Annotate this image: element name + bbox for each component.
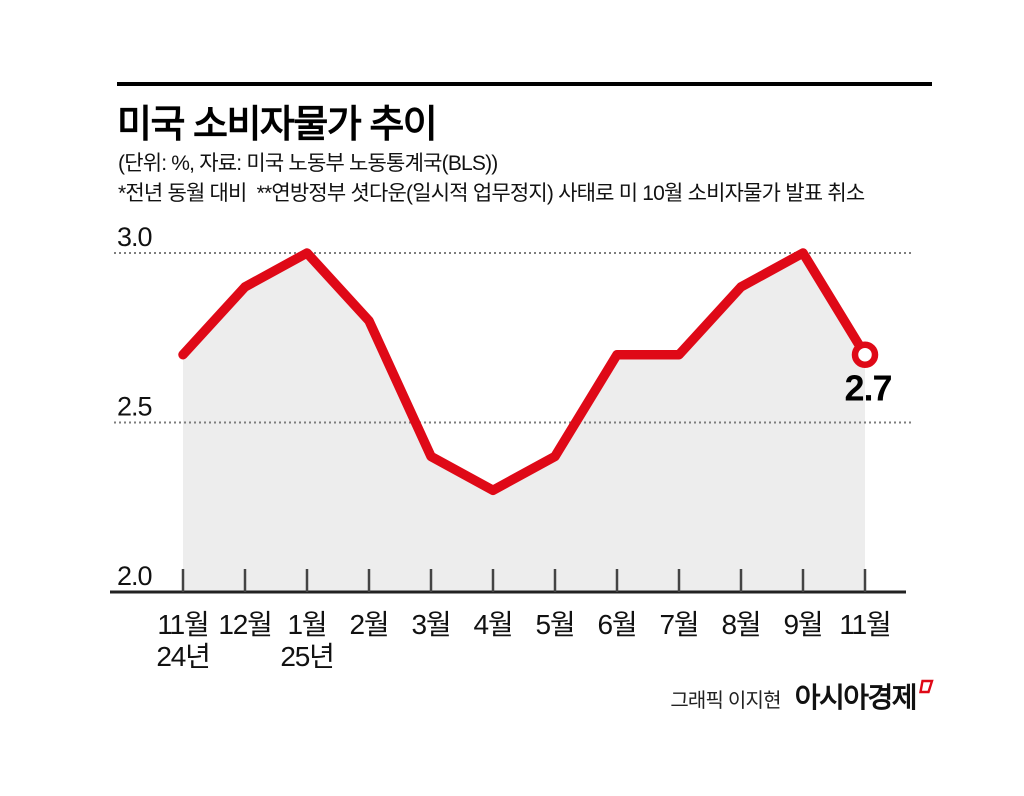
chart-title: 미국 소비자물가 추이 (117, 104, 438, 146)
x-tick-label: 1월 (288, 609, 327, 640)
x-tick-label: 12월 (218, 609, 271, 640)
y-tick-label: 2.5 (117, 392, 152, 422)
x-tick-label: 3월 (412, 609, 451, 640)
x-tick-label: 5월 (536, 609, 575, 640)
y-tick-label: 2.0 (117, 561, 152, 591)
credit-row: 그래픽 이지현 아시아경제 (0, 676, 934, 713)
publisher-logo-text: 아시아경제 (794, 682, 918, 713)
cpi-line (178, 248, 870, 496)
last-point-value-label: 2.7 (844, 368, 891, 409)
x-tick-label: 4월 (474, 609, 513, 640)
x-tick-label: 11월 (839, 609, 890, 640)
header-rule (117, 82, 932, 86)
chart-subtitle: (단위: %, 자료: 미국 노동부 노동통계국(BLS)) (118, 152, 498, 175)
x-tick-label: 2월 (350, 609, 389, 640)
y-tick-label: 3.0 (117, 225, 152, 252)
x-tick-label: 8월 (722, 609, 761, 640)
credit-text: 그래픽 이지현 (670, 690, 781, 712)
x-year-label: 25년 (280, 641, 333, 672)
x-tick-label: 11월 (157, 609, 208, 640)
last-point-marker (851, 341, 879, 368)
publisher-logo-mark-icon (919, 679, 934, 694)
x-tick-label: 6월 (598, 609, 637, 640)
x-tick-label: 9월 (784, 609, 823, 640)
publisher-logo: 아시아경제 (794, 676, 934, 716)
x-tick-label: 7월 (660, 609, 699, 640)
x-year-label: 24년 (156, 641, 209, 672)
chart-footnote: *전년 동월 대비 **연방정부 셧다운(일시적 업무정지) 사태로 미 10월… (118, 182, 865, 205)
